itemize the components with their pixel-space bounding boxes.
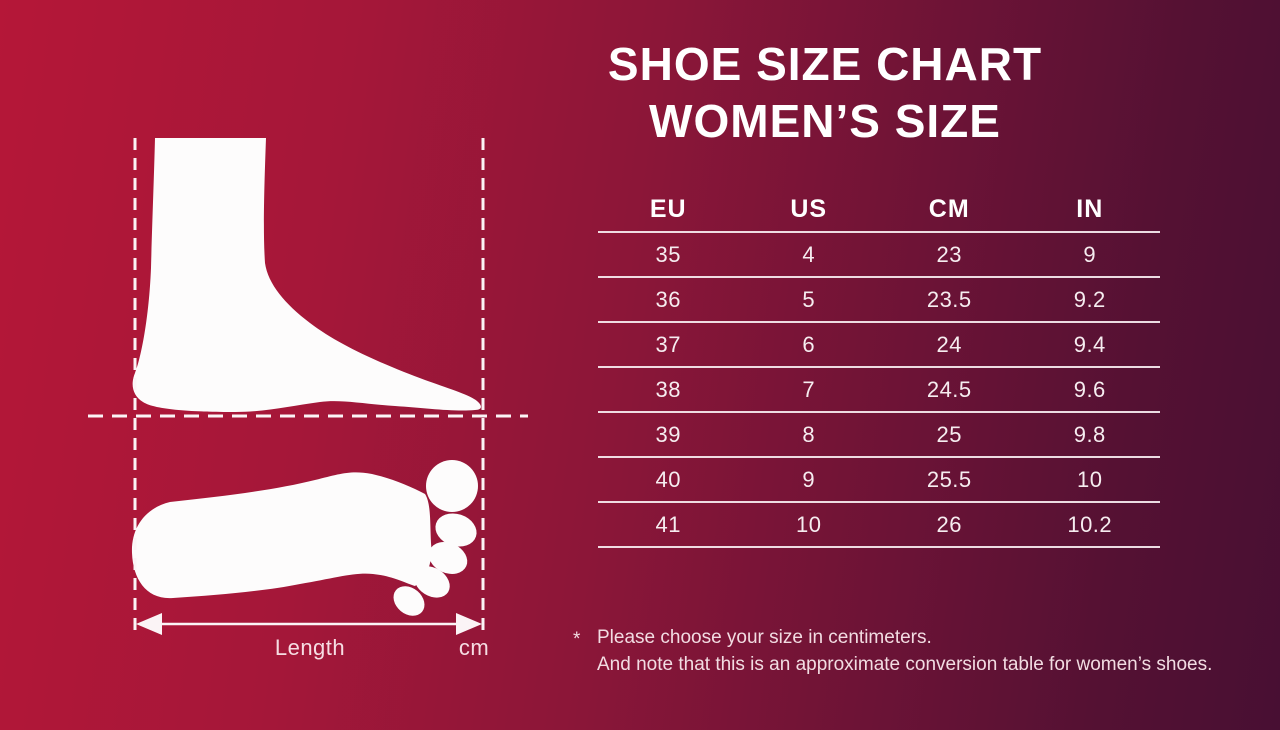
table-cell: 7 (802, 376, 816, 402)
table-cell: 37 (655, 331, 681, 357)
table-row: 39 8 25 9.8 (598, 413, 1160, 458)
side-foot-silhouette (132, 138, 481, 412)
pinky-toe (393, 586, 425, 616)
table-cell: 26 (936, 511, 962, 537)
big-toe (426, 460, 478, 512)
table-cell: 24 (936, 331, 962, 357)
table-cell: 35 (655, 241, 681, 267)
size-conversion-table: EU US CM IN 35 4 23 9 36 5 23.5 9.2 37 6… (598, 188, 1160, 548)
table-row: 38 7 24.5 9.6 (598, 368, 1160, 413)
table-cell: 23.5 (926, 286, 972, 312)
measurement-lines (88, 138, 528, 638)
table-row: 40 9 25.5 10 (598, 458, 1160, 503)
table-header-in: IN (1076, 195, 1104, 223)
page-title-line2: WOMEN’S SIZE (649, 95, 1001, 147)
table-cell: 9 (802, 466, 816, 492)
table-cell: 36 (655, 286, 681, 312)
table-cell: 8 (802, 421, 816, 447)
table-cell: 10 (796, 511, 822, 537)
footnote-line2: And note that this is an approximate con… (597, 654, 1213, 675)
side-foot-illustration (132, 138, 481, 412)
table-cell: 39 (655, 421, 681, 447)
table-row: 37 6 24 9.4 (598, 323, 1160, 368)
table-cell: 41 (655, 511, 681, 537)
table-cell: 6 (802, 331, 816, 357)
footnote: * Please choose your size in centimeters… (573, 624, 1212, 678)
second-toe (435, 513, 477, 547)
table-cell: 24.5 (926, 376, 972, 402)
table-row: 36 5 23.5 9.2 (598, 278, 1160, 323)
table-cell: 5 (802, 286, 816, 312)
table-cell: 25.5 (926, 466, 972, 492)
table-cell: 10.2 (1067, 511, 1113, 537)
length-label: Length (274, 635, 346, 660)
table-cell: 23 (936, 241, 962, 267)
table-cell: 9.2 (1073, 286, 1106, 312)
table-header-row: EU US CM IN (598, 188, 1160, 233)
table-row: 41 10 26 10.2 (598, 503, 1160, 548)
length-arrow-left-head (136, 613, 162, 635)
table-cell: 10 (1077, 466, 1103, 492)
table-cell: 9.8 (1073, 421, 1106, 447)
table-cell: 9.6 (1073, 376, 1106, 402)
table-cell: 38 (655, 376, 681, 402)
table-cell: 9.4 (1073, 331, 1106, 357)
table-cell: 4 (802, 241, 816, 267)
cm-unit-label: cm (458, 635, 490, 660)
table-cell: 40 (655, 466, 681, 492)
table-header-cm: CM (928, 195, 970, 223)
table-header-us: US (790, 195, 828, 223)
fourth-toe (414, 566, 450, 598)
table-cell: 9 (1083, 241, 1097, 267)
footprint-body (131, 472, 432, 599)
table-header-eu: EU (649, 195, 687, 223)
page-title: SHOE SIZE CHART WOMEN’S SIZE (545, 36, 1105, 150)
third-toe (428, 542, 468, 574)
footprint-illustration (131, 460, 478, 616)
footnote-text: Please choose your size in centimeters. … (597, 624, 1212, 678)
page-title-line1: SHOE SIZE CHART (607, 38, 1043, 90)
length-arrow-right-head (456, 613, 482, 635)
footnote-asterisk: * (573, 629, 581, 650)
footnote-line1: Please choose your size in centimeters. (597, 627, 932, 648)
table-cell: 25 (936, 421, 962, 447)
table-row: 35 4 23 9 (598, 233, 1160, 278)
